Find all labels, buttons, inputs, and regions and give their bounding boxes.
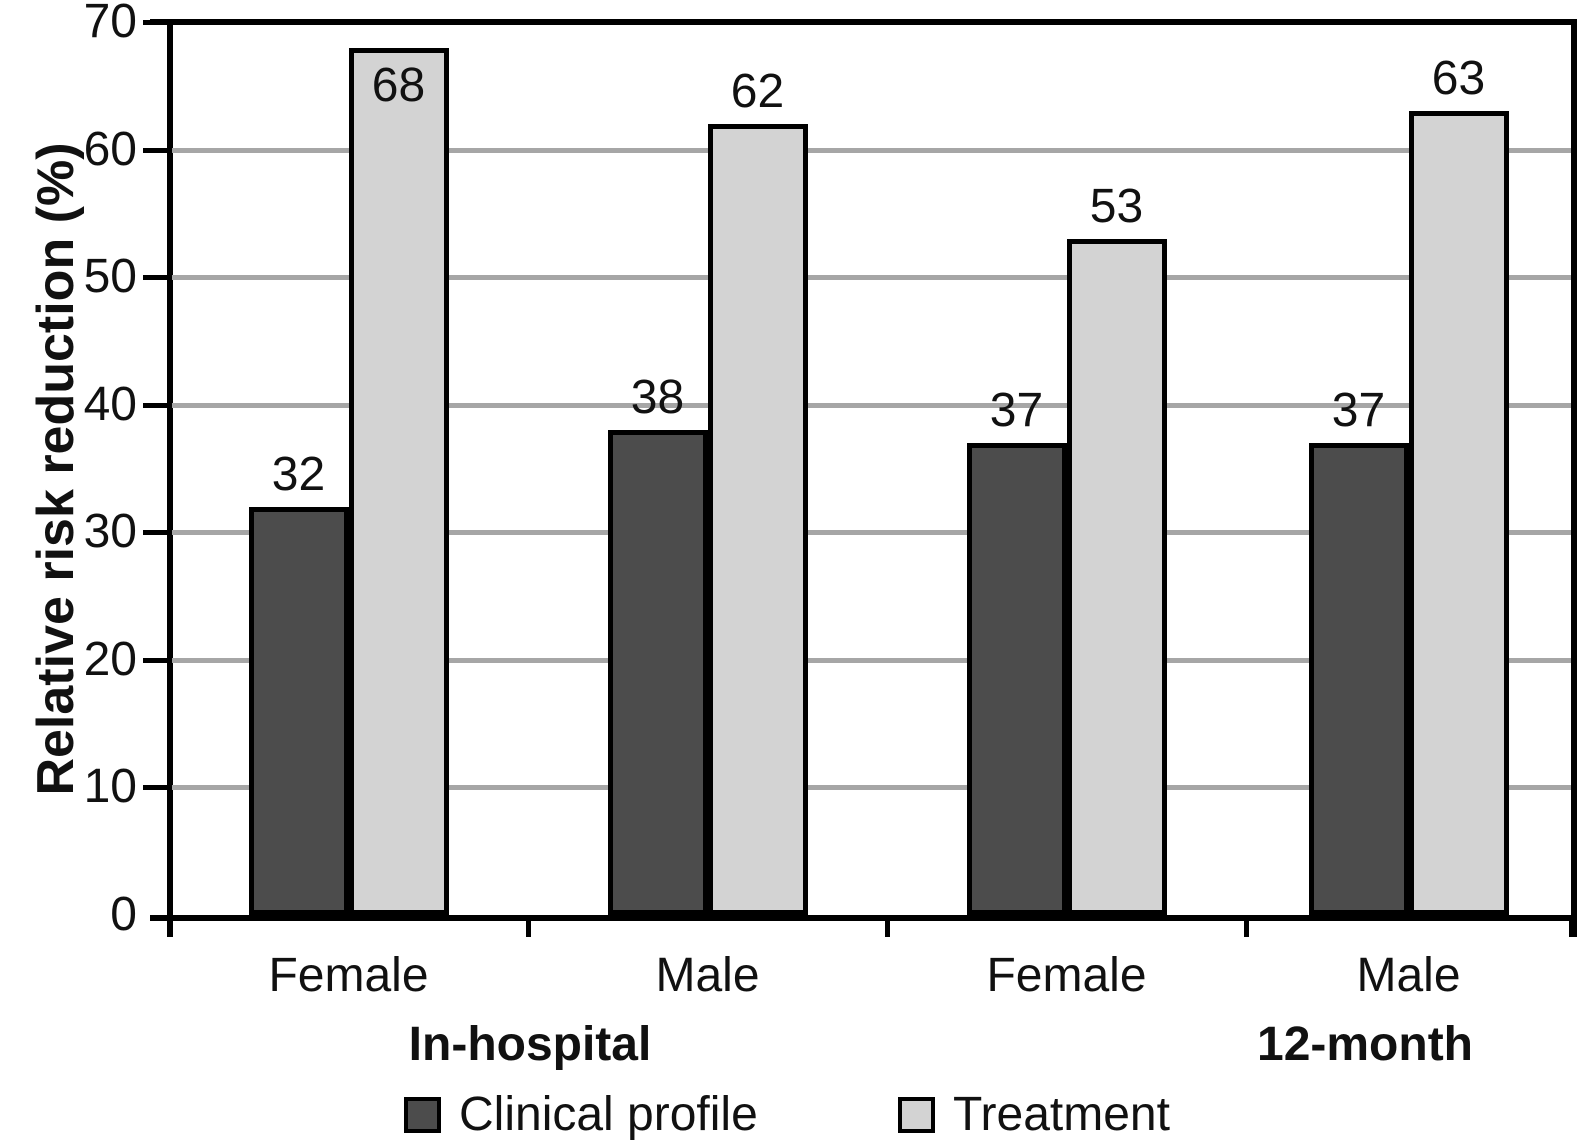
x-tick bbox=[526, 915, 531, 937]
gridline bbox=[172, 147, 1571, 153]
legend-swatch-treatment bbox=[898, 1097, 935, 1133]
y-tick-label: 40 bbox=[83, 377, 137, 431]
bar-treatment-male-3 bbox=[1408, 111, 1509, 915]
y-tick-label: 60 bbox=[83, 122, 137, 176]
x-category-label: Male bbox=[1356, 949, 1461, 1002]
x-tick bbox=[1569, 915, 1574, 937]
legend-label-clinical-profile: Clinical profile bbox=[459, 1088, 758, 1141]
y-tick bbox=[143, 147, 172, 153]
gridline bbox=[172, 657, 1571, 663]
x-tick bbox=[1244, 915, 1249, 937]
group-label-12-month: 12-month bbox=[1257, 1018, 1473, 1071]
y-tick-label: 10 bbox=[83, 760, 137, 814]
value-label: 53 bbox=[1089, 179, 1144, 233]
y-tick bbox=[143, 530, 172, 536]
bar-clinical-profile-female-0 bbox=[248, 506, 349, 915]
gridline bbox=[172, 785, 1571, 791]
gridline bbox=[172, 402, 1571, 408]
x-category-label: Female bbox=[268, 949, 429, 1002]
x-category-label: Female bbox=[986, 949, 1147, 1002]
plot-top-frame bbox=[150, 19, 1577, 25]
y-tick bbox=[143, 785, 172, 791]
value-label: 37 bbox=[1331, 383, 1386, 437]
gridline bbox=[172, 275, 1571, 281]
x-axis-line bbox=[150, 915, 1577, 921]
gridline bbox=[172, 530, 1571, 536]
bar-treatment-female-0 bbox=[348, 47, 449, 915]
value-label: 32 bbox=[271, 447, 326, 501]
value-label: 63 bbox=[1431, 52, 1486, 106]
bar-clinical-profile-male-3 bbox=[1308, 442, 1409, 915]
plot-right-frame bbox=[1571, 19, 1577, 937]
bar-treatment-male-1 bbox=[707, 124, 808, 915]
legend-label-treatment: Treatment bbox=[953, 1088, 1170, 1141]
y-tick-label: 30 bbox=[83, 505, 137, 559]
bar-treatment-female-2 bbox=[1066, 238, 1167, 915]
y-tick-label: 20 bbox=[83, 632, 137, 686]
group-label-in-hospital: In-hospital bbox=[408, 1018, 652, 1071]
legend-item-clinical-profile: Clinical profile bbox=[404, 1086, 758, 1144]
bar-clinical-profile-female-2 bbox=[966, 442, 1067, 915]
y-tick-label: 50 bbox=[83, 250, 137, 304]
y-tick-label: 0 bbox=[110, 888, 137, 941]
value-label: 38 bbox=[630, 371, 685, 425]
legend-swatch-clinical-profile bbox=[404, 1097, 441, 1133]
y-tick bbox=[143, 657, 172, 663]
value-label: 62 bbox=[730, 65, 785, 119]
y-tick bbox=[143, 402, 172, 408]
bar-clinical-profile-male-1 bbox=[607, 430, 708, 915]
value-label: 68 bbox=[371, 58, 426, 112]
y-tick bbox=[143, 275, 172, 281]
x-tick bbox=[885, 915, 890, 937]
value-label: 37 bbox=[989, 383, 1044, 437]
legend-item-treatment: Treatment bbox=[898, 1086, 1170, 1144]
y-tick bbox=[143, 20, 172, 25]
y-axis-line bbox=[167, 19, 173, 937]
y-tick-label: 70 bbox=[83, 0, 137, 48]
x-category-label: Male bbox=[655, 949, 760, 1002]
